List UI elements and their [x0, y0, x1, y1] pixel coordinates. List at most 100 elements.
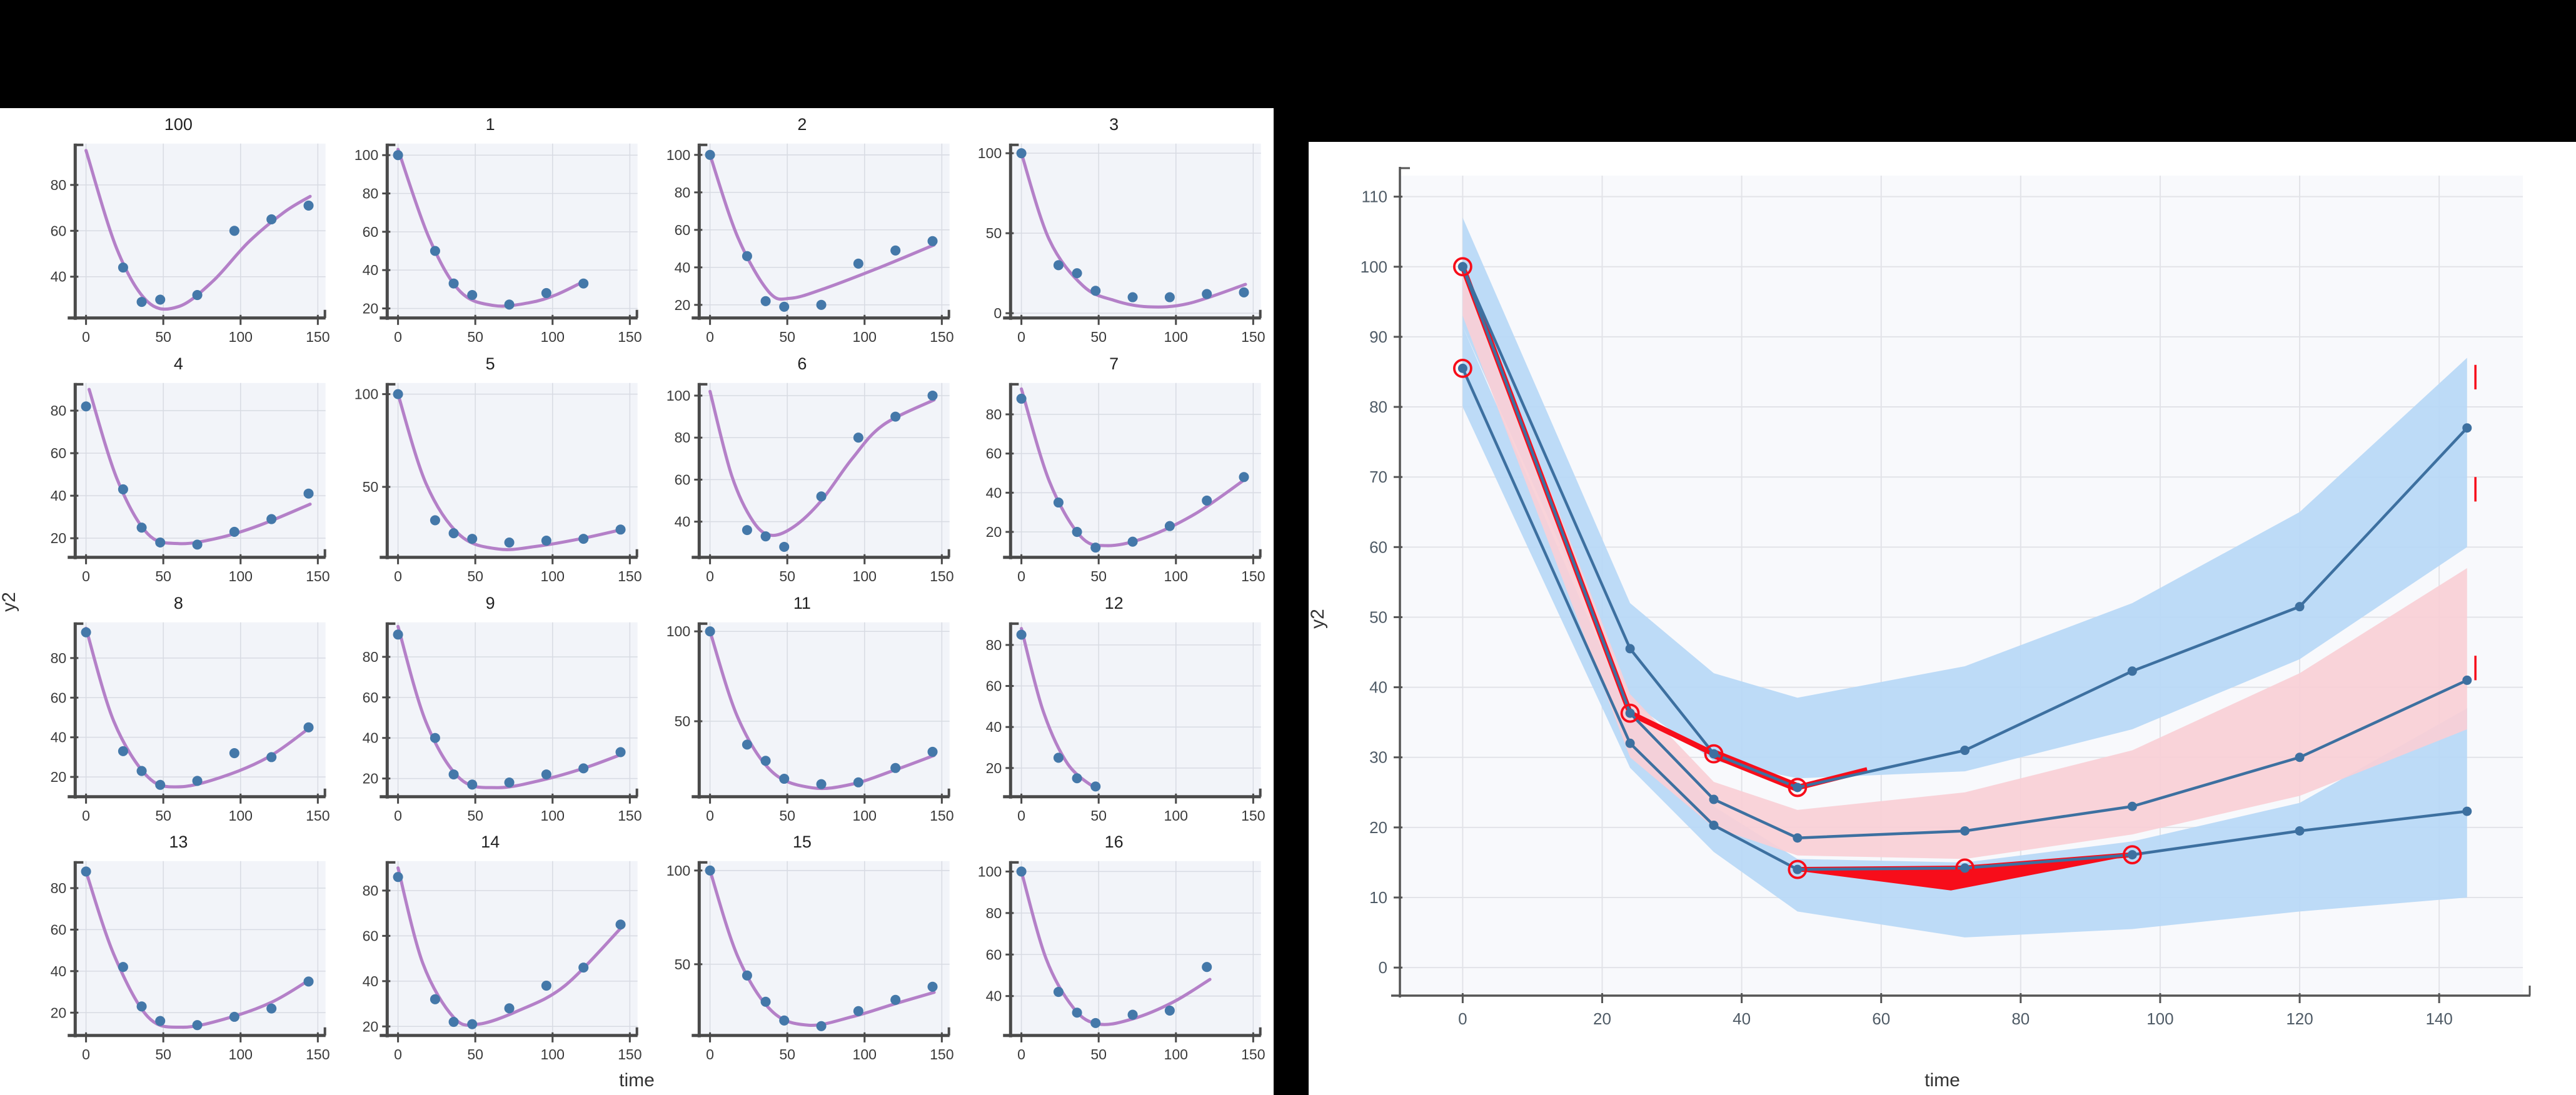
- svg-text:150: 150: [306, 329, 330, 345]
- subplot-cell-2[interactable]: 2 0 50 100 150 20 40 60 80 100: [647, 111, 958, 350]
- subplot-cell-9[interactable]: 9 0 50 100 150 20 40 60 80: [335, 589, 647, 829]
- svg-text:0: 0: [394, 329, 402, 345]
- subplot-chart[interactable]: 0 50 100 150 50 100: [647, 856, 958, 1068]
- svg-text:60: 60: [986, 445, 1002, 461]
- subplot-grid: 100 0 50 100 150 40 60 80 1 0 50 100 150 20 40 60 80 100 2…: [23, 111, 1270, 1068]
- subplot-cell-15[interactable]: 15 0 50 100 150 50 100: [647, 828, 958, 1068]
- subplot-cell-6[interactable]: 6 0 50 100 150 40 60 80 100: [647, 350, 958, 589]
- svg-text:0: 0: [1017, 329, 1025, 345]
- subplot-chart[interactable]: 0 50 100 150 20 40 60 80 100: [335, 138, 647, 350]
- svg-text:0: 0: [82, 1046, 90, 1062]
- subplot-chart[interactable]: 0 50 100 150 20 40 60 80: [23, 617, 335, 829]
- right-x-axis-label: time: [1924, 1070, 1960, 1091]
- subplot-chart[interactable]: 0 50 100 150 40 60 80 100: [958, 856, 1270, 1068]
- subplot-cell-3[interactable]: 3 0 50 100 150 0 50 100: [958, 111, 1270, 350]
- svg-text:100: 100: [354, 147, 378, 163]
- svg-text:150: 150: [618, 568, 642, 584]
- subplot-cell-1[interactable]: 1 0 50 100 150 20 40 60 80 100: [335, 111, 647, 350]
- subplot-chart[interactable]: 0 50 100 150 20 40 60 80: [335, 856, 647, 1068]
- svg-text:80: 80: [51, 649, 67, 666]
- svg-text:50: 50: [155, 1046, 171, 1062]
- svg-text:40: 40: [986, 719, 1002, 735]
- svg-text:100: 100: [540, 329, 565, 345]
- svg-text:60: 60: [986, 947, 1002, 963]
- svg-text:0: 0: [1017, 807, 1025, 823]
- svg-text:100: 100: [666, 147, 690, 163]
- svg-text:50: 50: [779, 568, 795, 584]
- subplot-cell-8[interactable]: 8 0 50 100 150 20 40 60 80: [23, 589, 335, 829]
- svg-text:0: 0: [1017, 568, 1025, 584]
- svg-text:20: 20: [1593, 1009, 1611, 1028]
- svg-text:60: 60: [1369, 538, 1387, 556]
- svg-text:50: 50: [779, 807, 795, 823]
- svg-text:50: 50: [467, 329, 483, 345]
- svg-text:100: 100: [666, 623, 690, 639]
- subplot-chart[interactable]: 0 50 100 150 20 40 60 80: [23, 856, 335, 1068]
- svg-text:60: 60: [362, 224, 378, 240]
- subplot-title: 100: [164, 115, 193, 134]
- subplot-cell-100[interactable]: 100 0 50 100 150 40 60 80: [23, 111, 335, 350]
- svg-text:150: 150: [306, 1046, 330, 1062]
- subplot-title: 9: [485, 593, 495, 612]
- svg-text:100: 100: [852, 807, 877, 823]
- svg-text:80: 80: [2011, 1009, 2030, 1028]
- svg-text:60: 60: [1872, 1009, 1890, 1028]
- subplot-chart[interactable]: 0 50 100 150 40 60 80 100: [647, 378, 958, 589]
- svg-text:100: 100: [1164, 1046, 1189, 1062]
- svg-text:50: 50: [155, 568, 171, 584]
- subplot-chart[interactable]: 0 50 100 150 20 40 60 80 100: [647, 138, 958, 350]
- subplot-chart[interactable]: 0 50 100 150 50 100: [335, 378, 647, 589]
- svg-text:60: 60: [51, 922, 67, 938]
- svg-text:50: 50: [779, 329, 795, 345]
- svg-text:80: 80: [674, 429, 690, 446]
- svg-text:0: 0: [706, 1046, 714, 1062]
- svg-text:150: 150: [930, 1046, 954, 1062]
- svg-text:0: 0: [394, 568, 402, 584]
- svg-text:100: 100: [852, 1046, 877, 1062]
- svg-text:150: 150: [618, 807, 642, 823]
- svg-text:50: 50: [362, 479, 378, 495]
- subplot-cell-16[interactable]: 16 0 50 100 150 40 60 80 100: [958, 828, 1270, 1068]
- subplot-chart[interactable]: 0 50 100 150 0 50 100: [958, 138, 1270, 350]
- svg-text:50: 50: [155, 329, 171, 345]
- subplot-chart[interactable]: 0 50 100 150 20 40 60 80: [958, 617, 1270, 829]
- subplot-cell-4[interactable]: 4 0 50 100 150 20 40 60 80: [23, 350, 335, 589]
- svg-text:100: 100: [229, 807, 253, 823]
- subplot-chart[interactable]: 0 50 100 150 40 60 80: [23, 138, 335, 350]
- svg-text:60: 60: [362, 928, 378, 944]
- svg-text:150: 150: [930, 807, 954, 823]
- subplot-cell-12[interactable]: 12 0 50 100 150 20 40 60 80: [958, 589, 1270, 829]
- subplot-cell-11[interactable]: 11 0 50 100 150 50 100: [647, 589, 958, 829]
- subplot-title: 16: [1104, 832, 1124, 852]
- svg-text:150: 150: [930, 568, 954, 584]
- svg-text:60: 60: [51, 445, 67, 461]
- subplot-title: 4: [173, 354, 183, 373]
- subplot-cell-5[interactable]: 5 0 50 100 150 50 100: [335, 350, 647, 589]
- subplot-title: 5: [485, 354, 495, 373]
- subplot-chart[interactable]: 0 50 100 150 20 40 60 80: [23, 378, 335, 589]
- svg-text:40: 40: [1369, 678, 1387, 697]
- svg-text:50: 50: [467, 568, 483, 584]
- svg-text:20: 20: [1369, 818, 1387, 837]
- svg-text:40: 40: [362, 973, 378, 989]
- subplot-chart[interactable]: 0 50 100 150 50 100: [647, 617, 958, 829]
- svg-text:50: 50: [1091, 1046, 1107, 1062]
- svg-text:70: 70: [1369, 468, 1387, 486]
- svg-text:100: 100: [852, 568, 877, 584]
- svg-text:100: 100: [666, 862, 690, 879]
- svg-text:50: 50: [674, 713, 690, 729]
- subplot-cell-13[interactable]: 13 0 50 100 150 20 40 60 80: [23, 828, 335, 1068]
- subplot-chart[interactable]: 0 50 100 150 20 40 60 80: [958, 378, 1270, 589]
- svg-text:0: 0: [82, 568, 90, 584]
- subplot-cell-7[interactable]: 7 0 50 100 150 20 40 60 80: [958, 350, 1270, 589]
- subplot-title: 7: [1109, 354, 1119, 373]
- svg-text:50: 50: [467, 807, 483, 823]
- detail-plot-canvas[interactable]: 0 20 40 60 80 100 120 140 0 10 20 30 40 50 60 70 80 90 100…: [1326, 147, 2555, 1044]
- svg-text:100: 100: [1164, 807, 1189, 823]
- subplot-cell-14[interactable]: 14 0 50 100 150 20 40 60 80: [335, 828, 647, 1068]
- subplot-chart[interactable]: 0 50 100 150 20 40 60 80: [335, 617, 647, 829]
- subplot-title: 8: [173, 593, 183, 612]
- svg-text:100: 100: [229, 1046, 253, 1062]
- svg-text:60: 60: [674, 471, 690, 488]
- svg-text:100: 100: [354, 386, 378, 402]
